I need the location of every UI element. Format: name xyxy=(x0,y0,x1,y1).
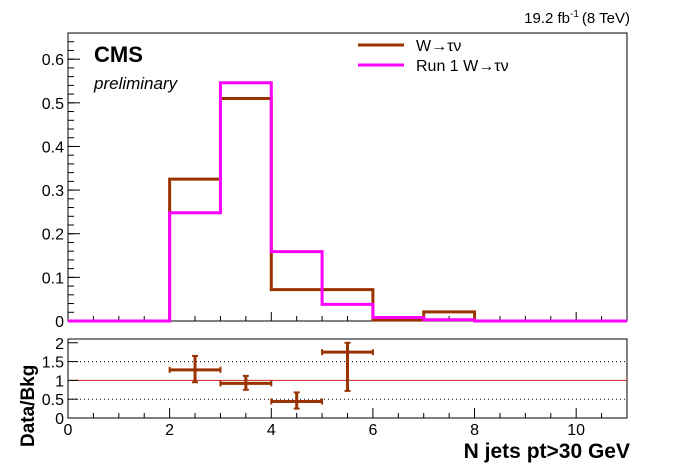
ratio-point xyxy=(321,341,374,392)
y-tick-label: 0.2 xyxy=(42,227,64,244)
y-tick-label: 0 xyxy=(55,314,64,331)
legend-label-run1-w-tau-nu: Run 1 W→τν xyxy=(416,58,509,75)
x-tick-label: 8 xyxy=(470,422,479,439)
ratio-y-tick-label: 0 xyxy=(55,411,64,428)
y-tick-label: 0.4 xyxy=(42,139,64,156)
histogram-series-0 xyxy=(68,96,627,323)
ratio-point xyxy=(219,374,273,391)
top-pad: 0 0.1 0.2 0.3 0.4 0.5 0.6 xyxy=(42,32,628,331)
ratio-point xyxy=(168,354,222,384)
histogram-series-1 xyxy=(68,81,627,323)
ratio-pad: 00.511.520 2 4 6 8 10 xyxy=(42,336,628,439)
y-axis-title-ratio: Data/Bkg xyxy=(18,365,39,447)
x-tick-label: 10 xyxy=(567,422,585,439)
ratio-y-tick-label: 2 xyxy=(55,336,64,353)
y-tick-label: 0.6 xyxy=(42,52,64,69)
status-label: preliminary xyxy=(93,74,179,93)
x-axis-title: N jets pt>30 GeV xyxy=(464,440,630,463)
x-tick-label: 0 xyxy=(64,422,73,439)
ratio-y-tick-label: 1.5 xyxy=(42,355,64,372)
y-tick-label: 0.1 xyxy=(42,270,64,287)
y-tick-label: 0.5 xyxy=(42,96,64,113)
lumi-label: 19.2 fb-1 (8 TeV) xyxy=(524,9,630,27)
ratio-y-tick-label: 1 xyxy=(55,373,64,390)
legend: W→τν Run 1 W→τν xyxy=(358,38,509,75)
x-tick-label: 2 xyxy=(165,422,174,439)
x-tick-label: 4 xyxy=(267,422,276,439)
ratio-y-tick-label: 0.5 xyxy=(42,392,64,409)
y-tick-label: 0.3 xyxy=(42,183,64,200)
x-tick-label: 6 xyxy=(368,422,377,439)
legend-label-w-tau-nu: W→τν xyxy=(416,38,461,55)
ratio-point xyxy=(270,391,324,410)
experiment-label: CMS xyxy=(94,42,143,67)
